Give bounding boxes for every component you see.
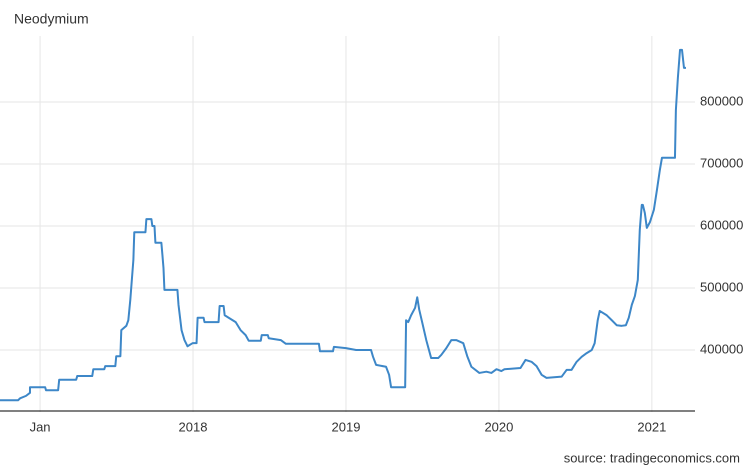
series-line	[0, 48, 686, 402]
y-tick-label: 500000	[700, 279, 743, 294]
source: source: tradingeconomics.com	[564, 450, 740, 465]
x-tick-label: 2021	[637, 419, 666, 434]
y-tick-label: 700000	[700, 155, 743, 170]
x-tick-label: 2020	[484, 419, 513, 434]
y-tick-label: 600000	[700, 217, 743, 232]
x-tick-label: 2018	[179, 419, 208, 434]
chart-title: Neodymium	[14, 11, 89, 27]
y-tick-label: 800000	[700, 93, 743, 108]
x-tick-label: 2019	[332, 419, 361, 434]
y-tick-label: 400000	[700, 341, 743, 356]
x-tick-label: Jan	[30, 419, 51, 434]
